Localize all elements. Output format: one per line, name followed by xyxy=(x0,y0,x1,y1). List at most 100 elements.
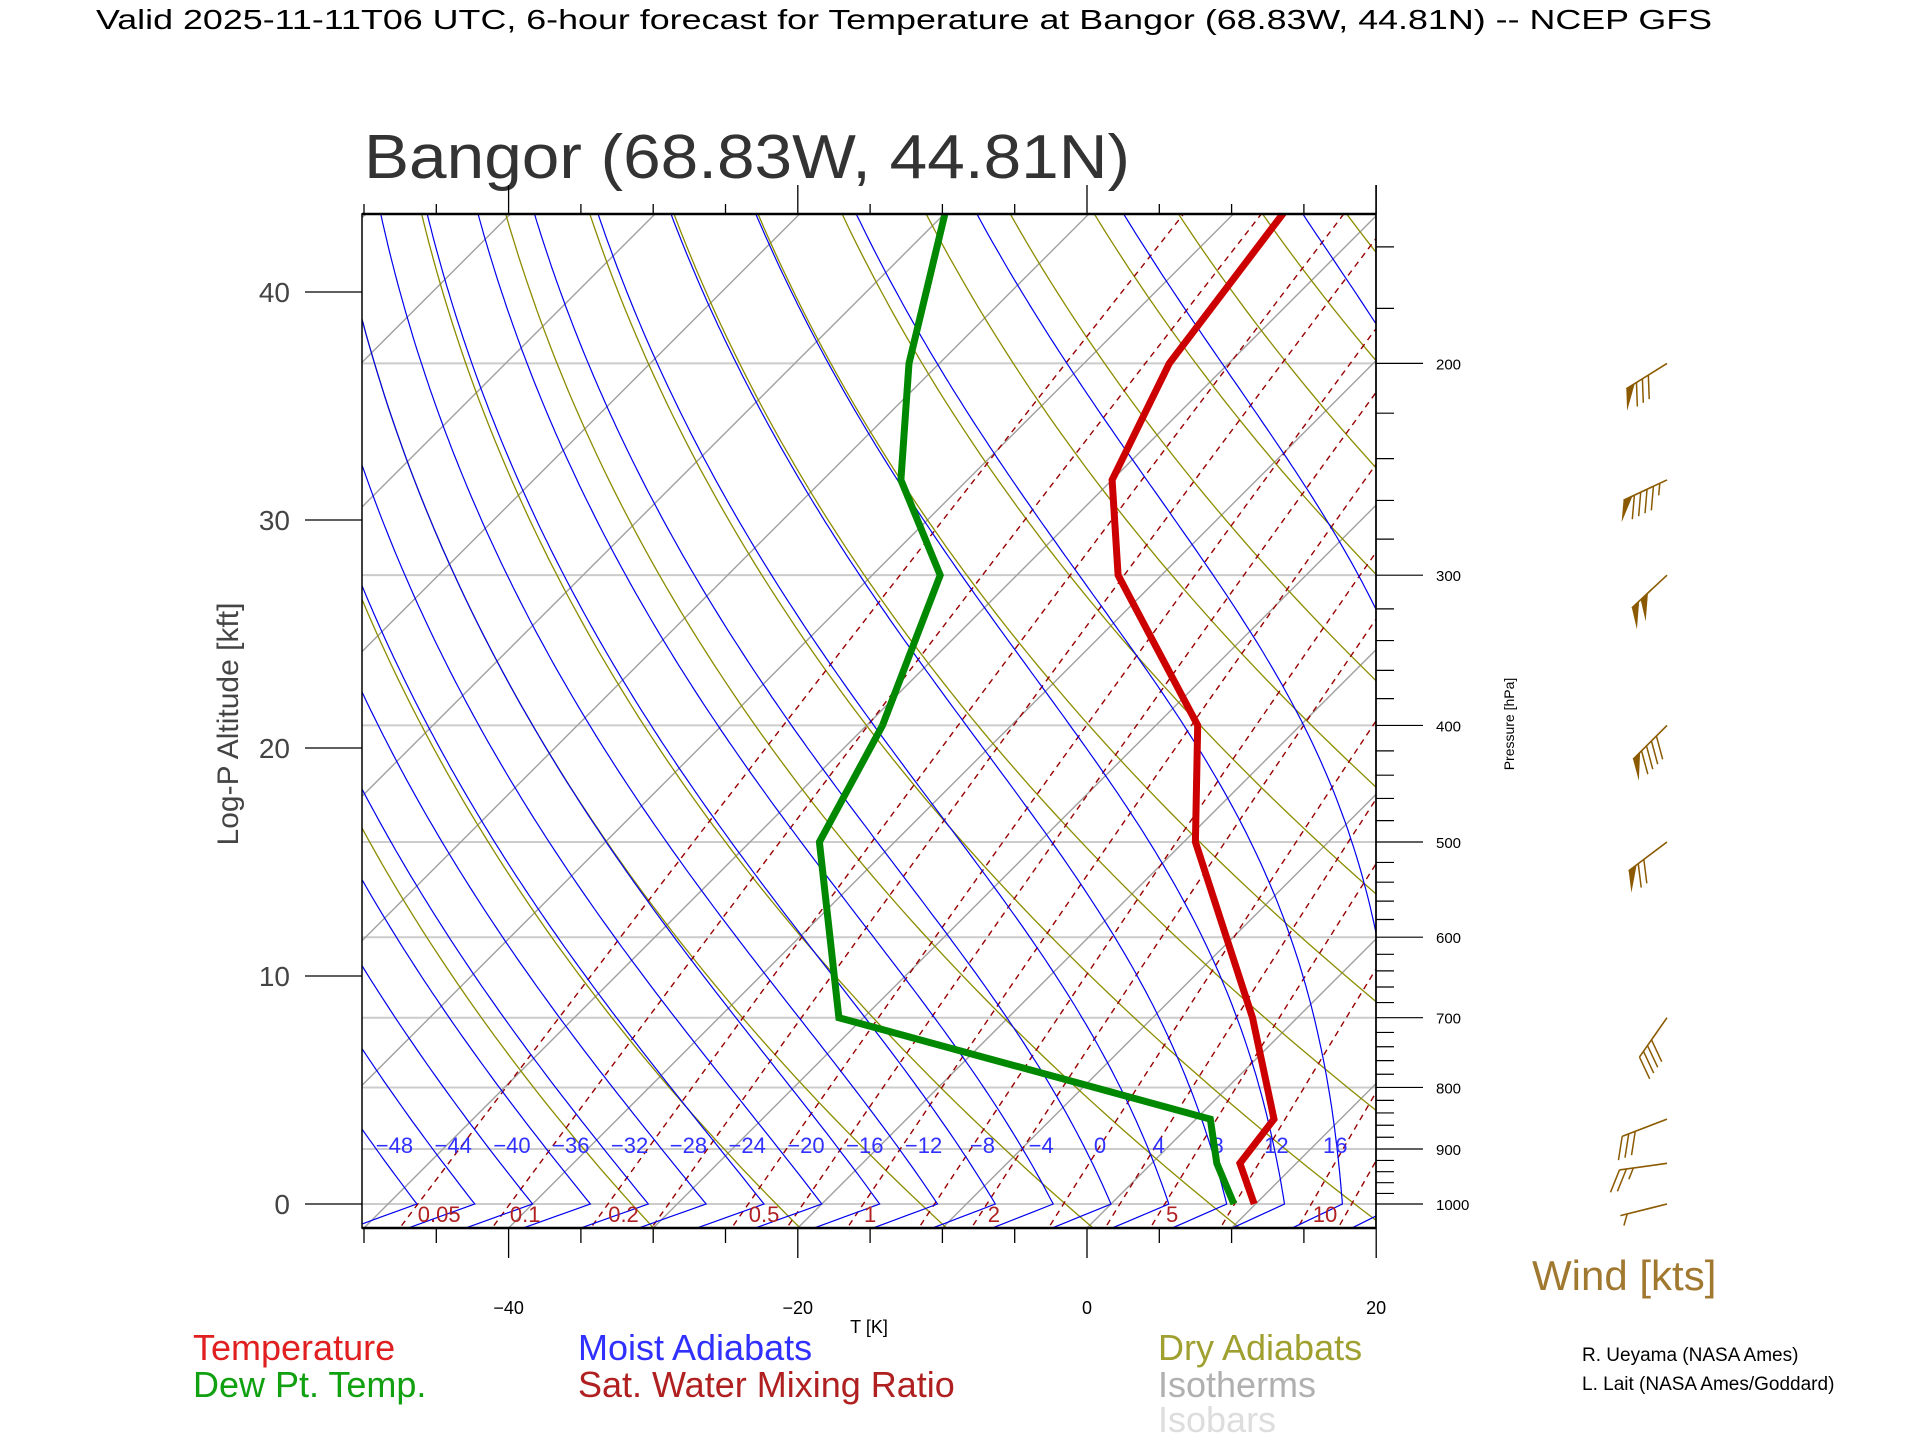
x-tick-label: 20 xyxy=(1366,1298,1386,1318)
chart-title: Bangor (68.83W, 44.81N) xyxy=(364,123,1130,192)
wind-barb-staff xyxy=(1621,1118,1668,1138)
moist-adiabat-line xyxy=(362,787,650,1228)
wind-barb xyxy=(1621,479,1668,523)
mixing-ratio-line xyxy=(1505,177,1920,1234)
dry-adiabat-line xyxy=(1484,177,1920,1234)
isotherm-line xyxy=(362,214,367,219)
mixing-ratio-line xyxy=(1219,967,1376,1228)
background-lines xyxy=(362,177,1920,1242)
isotherm-line xyxy=(508,359,1376,1228)
wind-barb-full xyxy=(1650,740,1659,765)
isotherm-line xyxy=(362,214,945,798)
dry-adiabat-line xyxy=(673,214,1376,1112)
isotherm-line xyxy=(652,504,1376,1228)
wind-barb-full xyxy=(1650,486,1655,511)
moist-adiabat-line xyxy=(362,964,534,1228)
wind-barb-full xyxy=(1645,745,1654,770)
altitude-tick-label: 0 xyxy=(274,1189,290,1220)
moist-adiabat-label: −48 xyxy=(376,1133,413,1158)
isotherm-line xyxy=(941,793,1376,1228)
dry-adiabat-line xyxy=(1261,214,1376,362)
pressure-tick-label: 200 xyxy=(1436,356,1461,373)
wind-barb-pennant xyxy=(1640,592,1648,622)
legend-dry-adiabats: Dry Adiabats xyxy=(1158,1327,1362,1368)
isotherm-line xyxy=(362,214,1234,1087)
wind-barb-staff xyxy=(1623,479,1668,501)
moist-adiabat-label: 16 xyxy=(1323,1133,1347,1158)
mixing-ratio-line xyxy=(589,214,1345,1228)
moist-adiabat-label: −8 xyxy=(970,1133,995,1158)
mixing-ratio-label: 1 xyxy=(864,1202,876,1227)
mixing-ratio-line xyxy=(398,214,1185,1228)
mixing-ratio-label: 5 xyxy=(1166,1202,1178,1227)
moist-adiabat-line xyxy=(477,214,1055,1228)
dry-adiabat-line xyxy=(1402,177,1920,1234)
pressure-tick-label: 800 xyxy=(1436,1080,1461,1097)
wind-barb-full xyxy=(1638,1056,1651,1080)
in-plot-labels: −48 −44 −40 −36 −32 −28 −24 −20 −16 −12 −8 −4 0 4 8 12 1… xyxy=(376,1133,1348,1227)
dry-adiabat-line xyxy=(589,214,1376,1222)
dry-adiabat-line xyxy=(420,214,1095,1228)
moist-adiabat-label: −44 xyxy=(435,1133,472,1158)
mixing-ratio-line xyxy=(1452,177,1920,1234)
wind-barb-full xyxy=(1616,1168,1628,1192)
axes: −40 −20 0 200102030402003004005006007008009… xyxy=(259,185,1469,1318)
isotherm-line xyxy=(1086,938,1376,1228)
wind-barb-full xyxy=(1643,859,1648,884)
pressure-tick-label: 700 xyxy=(1436,1011,1461,1028)
wind-barb-full xyxy=(1642,1050,1655,1074)
wind-barb-staff xyxy=(1619,1162,1668,1171)
pressure-tick-label: 400 xyxy=(1436,718,1461,735)
dry-adiabat-line xyxy=(1649,177,1920,1234)
mixing-ratio-label: 0.2 xyxy=(608,1202,639,1227)
x-axis-label: T [K] xyxy=(850,1317,888,1337)
dry-adiabat-line xyxy=(1814,177,1920,1234)
wind-barb-full xyxy=(1635,382,1639,407)
moist-adiabat-line xyxy=(755,214,1286,1228)
mixing-ratio-line xyxy=(1385,177,1920,1234)
wind-barb-full xyxy=(1637,492,1642,517)
dry-adiabat-line xyxy=(925,214,1376,788)
mixing-ratio-line xyxy=(917,551,1376,1228)
dry-adiabat-line xyxy=(505,214,1241,1228)
wind-barb-full xyxy=(1647,375,1650,400)
isotherm-line xyxy=(362,214,656,508)
dry-adiabat-line xyxy=(362,597,802,1228)
wind-barb-full xyxy=(1640,750,1649,775)
moist-adiabat-line xyxy=(1562,177,1753,1242)
dry-adiabat-line xyxy=(1732,177,1920,1234)
moist-adiabat-line xyxy=(362,584,765,1228)
isotherm-line xyxy=(362,214,801,653)
mixing-ratio-line xyxy=(1296,1090,1376,1228)
mixing-ratio-label: 2 xyxy=(988,1202,1000,1227)
wind-barb xyxy=(1628,841,1668,893)
moist-adiabat-line xyxy=(380,214,939,1228)
moist-adiabat-line xyxy=(976,214,1376,1228)
isotherm-line xyxy=(362,214,511,364)
wind-barb-pennant xyxy=(1621,495,1633,523)
y-axis-label: Log-P Altitude [kft] xyxy=(212,603,245,846)
moist-adiabat-label: 4 xyxy=(1153,1133,1165,1158)
mixing-ratio-label: 0.1 xyxy=(510,1202,541,1227)
moist-adiabat-label: 0 xyxy=(1094,1133,1106,1158)
mixing-ratio-label: 0.05 xyxy=(418,1202,461,1227)
dewpoint-line xyxy=(815,214,1238,1206)
wind-barb-full xyxy=(1650,1039,1663,1062)
wind-label: Wind [kts] xyxy=(1532,1252,1716,1299)
dry-adiabat-line xyxy=(1093,214,1376,576)
moist-adiabat-line xyxy=(362,1047,476,1228)
legend-moist-adiabats: Moist Adiabats xyxy=(578,1327,812,1368)
mixing-ratio-line xyxy=(846,463,1376,1228)
wind-barb-half xyxy=(1628,1167,1635,1180)
moist-adiabat-label: −32 xyxy=(611,1133,648,1158)
dry-adiabat-line xyxy=(1009,214,1376,682)
moist-adiabat-line xyxy=(670,214,1228,1228)
x-tick-label: −40 xyxy=(493,1298,524,1318)
moist-adiabat-label: −40 xyxy=(493,1133,530,1158)
pressure-tick-label: 900 xyxy=(1436,1142,1461,1159)
moist-adiabat-line xyxy=(855,214,1344,1228)
dry-adiabat-line xyxy=(1177,214,1376,469)
legend-mixing-ratio: Sat. Water Mixing Ratio xyxy=(578,1364,955,1405)
pressure-tick-label: 300 xyxy=(1436,568,1461,585)
